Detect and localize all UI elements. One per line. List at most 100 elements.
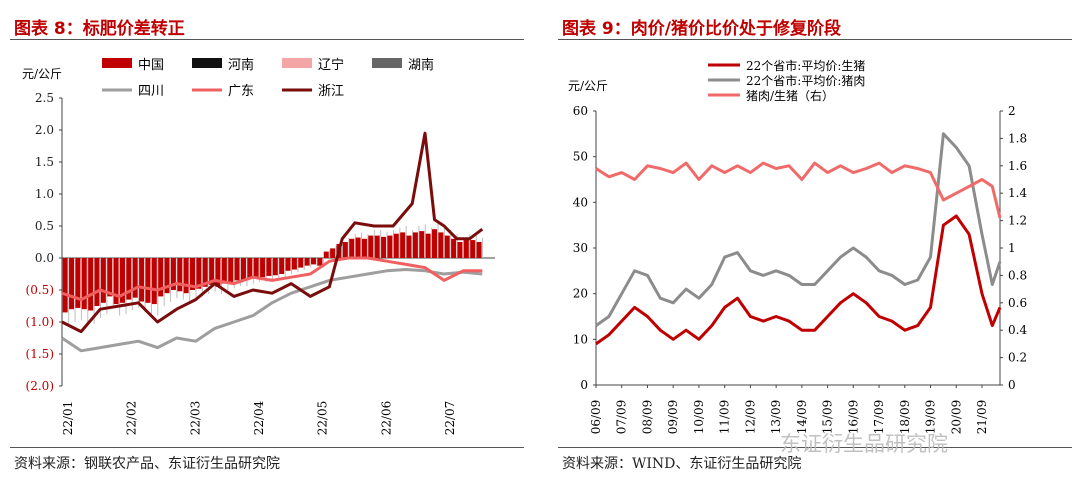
right-x-tick-label: 08/09 <box>640 400 654 435</box>
right-y-tick-label: 60 <box>573 104 588 118</box>
china-bar <box>457 242 463 258</box>
left-legend-label: 辽宁 <box>318 57 344 73</box>
right-y2-tick-label: 1.8 <box>1008 131 1027 145</box>
watermark: 东证衍生品研究院 <box>780 432 948 456</box>
left-y-tick-label: 2.5 <box>35 91 54 105</box>
china-bar <box>438 232 444 258</box>
china-bar <box>69 258 75 310</box>
right-title-rule <box>558 39 1072 40</box>
china-bar <box>419 231 425 258</box>
china-bar <box>202 258 208 287</box>
left-y-tick-label: (1.5) <box>26 347 54 361</box>
china-bar <box>444 235 450 258</box>
left-y-tick-label: 0.5 <box>35 219 54 233</box>
china-bar <box>374 235 380 258</box>
left-y-tick-label: 1.0 <box>35 187 54 201</box>
right-series-line-22个省市:平均价:猪肉 <box>595 132 1002 327</box>
right-source-rule <box>558 447 1072 448</box>
china-bar <box>139 258 145 302</box>
china-bar <box>298 258 304 268</box>
right-y2-tick-label: 0.2 <box>1008 351 1027 365</box>
right-y2-tick-label: 1.6 <box>1008 159 1027 173</box>
china-bar <box>400 232 406 258</box>
china-bar <box>279 258 285 274</box>
china-bar <box>406 235 412 258</box>
china-bar <box>323 251 329 258</box>
china-bar <box>381 236 387 258</box>
china-bar <box>349 238 355 258</box>
china-bar <box>361 238 367 258</box>
china-bar <box>253 258 259 278</box>
china-bar <box>342 242 348 258</box>
left-y-tick-label: 0.0 <box>35 251 54 265</box>
china-bar <box>88 258 94 311</box>
right-x-tick-label: 10/09 <box>692 400 706 435</box>
china-bar <box>81 258 87 310</box>
china-bar <box>228 258 234 283</box>
china-bar <box>387 235 393 258</box>
right-x-tick-label: 18/09 <box>898 400 912 435</box>
china-bar <box>272 258 278 276</box>
right-x-tick-label: 15/09 <box>821 400 835 435</box>
right-y2-tick-label: 2 <box>1008 104 1016 118</box>
right-x-tick-label: 11/09 <box>718 400 732 435</box>
left-figure-panel: 图表 8：标肥价差转正 元/公斤 2.5 2.0 1.5 1.0 0.5 0.0 (0.5) (… <box>0 0 532 493</box>
left-series-line-四川 <box>61 268 483 353</box>
right-x-tick-label: 06/09 <box>589 400 603 435</box>
china-bar <box>113 258 119 305</box>
right-series-line-猪肉/生猪（右） <box>595 161 1002 219</box>
right-x-tick-label: 19/09 <box>924 400 938 435</box>
left-source-note: 资料来源：钢联农产品、东证衍生品研究院 <box>14 456 280 472</box>
china-bar <box>330 248 336 258</box>
china-bar <box>266 258 272 276</box>
china-bar <box>451 238 457 258</box>
right-figure-panel: 图表 9：肉价/猪价比价处于修复阶段 元/公斤 60 50 40 30 20 10 0 2 1.8… <box>548 0 1080 493</box>
china-bar <box>304 258 310 266</box>
right-y2-tick-label: 0.4 <box>1008 323 1027 337</box>
left-x-tick-label: 22/01 <box>61 401 75 436</box>
right-x-tick-label: 07/09 <box>615 400 629 435</box>
left-y-tick-label: (1.0) <box>26 315 54 329</box>
right-y2-tick-label: 1 <box>1008 241 1016 255</box>
china-bar <box>285 258 291 271</box>
china-bar <box>209 258 215 285</box>
china-bar <box>432 229 438 258</box>
right-x-tick-label: 12/09 <box>743 400 757 435</box>
china-bar <box>100 258 106 303</box>
left-x-tick-label: 22/05 <box>316 401 330 436</box>
left-y-tick-label: (0.5) <box>26 283 54 297</box>
left-figure-title: 图表 8：标肥价差转正 <box>14 19 185 39</box>
left-x-tick-label: 22/04 <box>252 400 266 435</box>
right-legend-label: 22个省市:平均价:生猪 <box>746 58 865 73</box>
right-y-tick-label: 30 <box>573 241 588 255</box>
china-bar <box>393 233 399 258</box>
china-bar <box>317 258 323 266</box>
china-bar <box>463 238 469 258</box>
right-y-tick-label: 40 <box>573 195 588 209</box>
left-chart: 元/公斤 2.5 2.0 1.5 1.0 0.5 0.0 (0.5) (1.0) (1.5) (2.… <box>22 57 495 436</box>
china-bar <box>62 258 68 313</box>
china-bar <box>425 233 431 258</box>
china-bar <box>291 258 297 270</box>
china-bar <box>164 258 170 294</box>
china-bar <box>132 258 138 298</box>
china-bar <box>158 258 164 297</box>
right-y-tick-label: 20 <box>573 287 588 301</box>
right-legend-label: 猪肉/生猪（右） <box>746 88 834 103</box>
left-legend-label: 湖南 <box>408 57 434 73</box>
left-x-tick-label: 22/03 <box>188 401 202 436</box>
left-y-axis-label: 元/公斤 <box>22 67 62 81</box>
china-bar <box>183 258 189 294</box>
china-bar <box>476 242 482 258</box>
china-bar <box>196 258 202 289</box>
right-y-tick-label: 50 <box>573 150 588 164</box>
left-series-line-浙江 <box>61 131 484 334</box>
left-y-tick-label: (2.0) <box>26 379 54 393</box>
left-legend-swatch <box>372 58 402 68</box>
china-bar <box>126 258 132 300</box>
china-bar <box>190 258 196 290</box>
right-x-tick-label: 13/09 <box>769 400 783 435</box>
right-y2-tick-label: 0.8 <box>1008 268 1027 282</box>
china-bar <box>234 258 240 281</box>
left-legend-swatch <box>102 58 132 68</box>
